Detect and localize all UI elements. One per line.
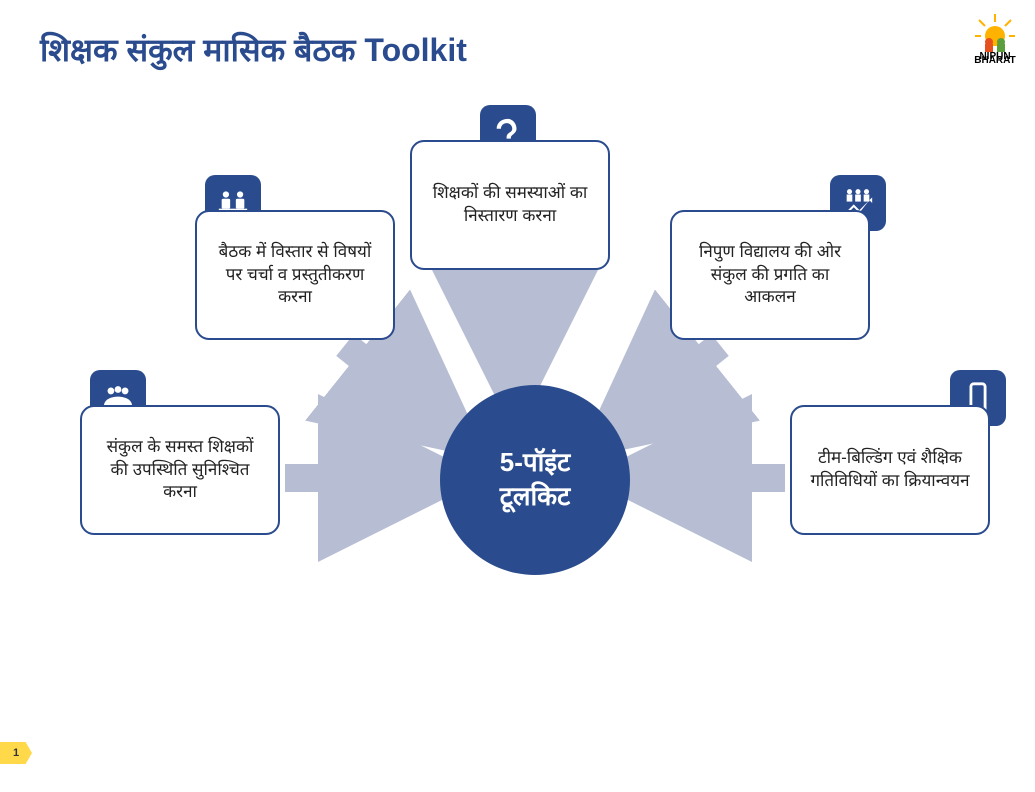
card-upper-right: निपुण विद्यालय की ओर संकुल की प्रगति का … [670,210,870,340]
card-upper-left-text: बैठक में विस्तार से विषयों पर चर्चा व प्… [211,241,379,310]
card-upper-right-text: निपुण विद्यालय की ओर संकुल की प्रगति का … [686,241,854,310]
hub-line1: 5-पॉइंट [500,446,571,480]
card-top: शिक्षकों की समस्याओं का निस्तारण करना [410,140,610,270]
page-title: शिक्षक संकुल मासिक बैठक Toolkit [40,28,467,71]
card-right-text: टीम-बिल्डिंग एवं शैक्षिक गतिविधियों का क… [806,447,974,493]
nipun-logo: NIPUN BHARAT [960,10,1030,70]
hub-circle: 5-पॉइंट टूलकिट [440,385,630,575]
page-number: 1 [0,742,32,764]
card-left: संकुल के समस्त शिक्षकों की उपस्थिति सुनि… [80,405,280,535]
card-right: टीम-बिल्डिंग एवं शैक्षिक गतिविधियों का क… [790,405,990,535]
hub-line2: टूलकिट [500,480,571,514]
card-left-text: संकुल के समस्त शिक्षकों की उपस्थिति सुनि… [96,436,264,505]
card-top-text: शिक्षकों की समस्याओं का निस्तारण करना [426,182,594,228]
card-upper-left: बैठक में विस्तार से विषयों पर चर्चा व प्… [195,210,395,340]
